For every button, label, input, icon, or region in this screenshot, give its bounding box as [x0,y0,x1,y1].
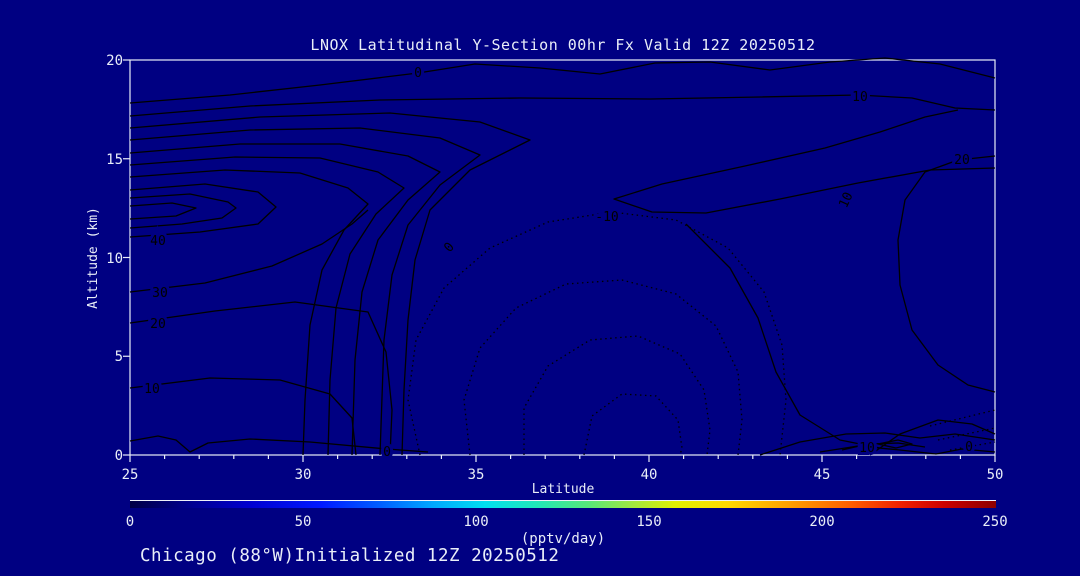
y-tick-label: 0 [115,448,123,464]
contour-line [129,94,996,117]
contour-label: 0 [414,66,422,81]
x-tick-label: 45 [814,467,831,483]
contour-line [129,193,237,229]
y-axis-tick-labels: 0 5 10 15 20 [106,53,123,464]
colorbar-tick-label: 0 [126,514,134,530]
colorbar-tick-label: 150 [636,514,661,530]
contour-line [129,202,197,220]
contour-line [129,301,393,456]
contour-line [129,169,369,456]
contour-line-dashed [407,211,787,456]
x-tick-label: 35 [468,467,485,483]
contour-label: 0 [441,240,458,256]
contour-line [877,439,913,449]
colorbar-tick-label: 250 [982,514,1007,530]
contour-label: 40 [150,234,166,249]
contour-label: 10 [836,190,856,211]
x-axis-tick-labels: 25 30 35 40 45 50 [122,467,1004,483]
y-tick-label: 20 [106,53,123,69]
contour-label: 20 [150,317,166,332]
contour-line-dashed [523,335,711,456]
contour-lines-positive [129,57,996,456]
contour-line-dashed [463,279,743,456]
contour-lines-negative [407,211,996,456]
y-axis-ticks [123,59,130,456]
contour-line [129,209,369,293]
colorbar-tick-label: 100 [463,514,488,530]
contour-line [129,435,429,453]
contour-label: 10 [144,382,160,397]
x-tick-label: 25 [122,467,139,483]
colorbar-tick-labels: 0 50 100 150 200 250 [126,514,1008,530]
contour-label: -10 [595,210,618,225]
y-tick-label: 5 [115,349,123,365]
contour-line [897,155,996,393]
x-tick-label: 40 [641,467,658,483]
colorbar-tick-label: 50 [295,514,312,530]
contour-line [129,112,531,456]
x-tick-label: 30 [295,467,312,483]
colorbar-tick-label: 200 [809,514,834,530]
caption: Chicago (88°W)Initialized 12Z 20250512 [140,546,559,566]
contour-line [613,109,996,214]
plot-frame [129,59,996,456]
contour-label: 10 [852,90,868,105]
plot-title: LNOX Latitudinal Y-Section 00hr Fx Valid… [310,36,815,54]
colorbar-units-label: (pptv/day) [521,531,605,547]
contour-label: 10 [859,441,875,456]
contour-label: 0 [965,440,973,455]
contour-line [129,127,481,456]
contour-line-dashed [583,393,683,456]
x-tick-label: 50 [987,467,1004,483]
y-tick-label: 10 [106,251,123,267]
contour-line-dashed [929,409,996,427]
contour-line [129,143,441,456]
colorbar-gradient [130,500,996,508]
contour-line [129,57,996,104]
contour-line [759,432,996,456]
contour-label: 0 [383,445,391,460]
y-axis-title: Altitude (km) [86,207,101,309]
contour-line [129,183,277,238]
x-axis-ticks [129,455,996,462]
contour-line [819,445,996,455]
contour-label: 30 [152,286,168,301]
contour-line [685,223,881,449]
contour-line [129,377,357,456]
contour-label: 20 [954,153,970,168]
contour-line [129,156,405,456]
y-tick-label: 15 [106,152,123,168]
contour-labels: 0 10 10 20 40 30 20 10 -10 0 0 10 0 [141,63,976,463]
x-axis-title: Latitude [532,482,595,497]
